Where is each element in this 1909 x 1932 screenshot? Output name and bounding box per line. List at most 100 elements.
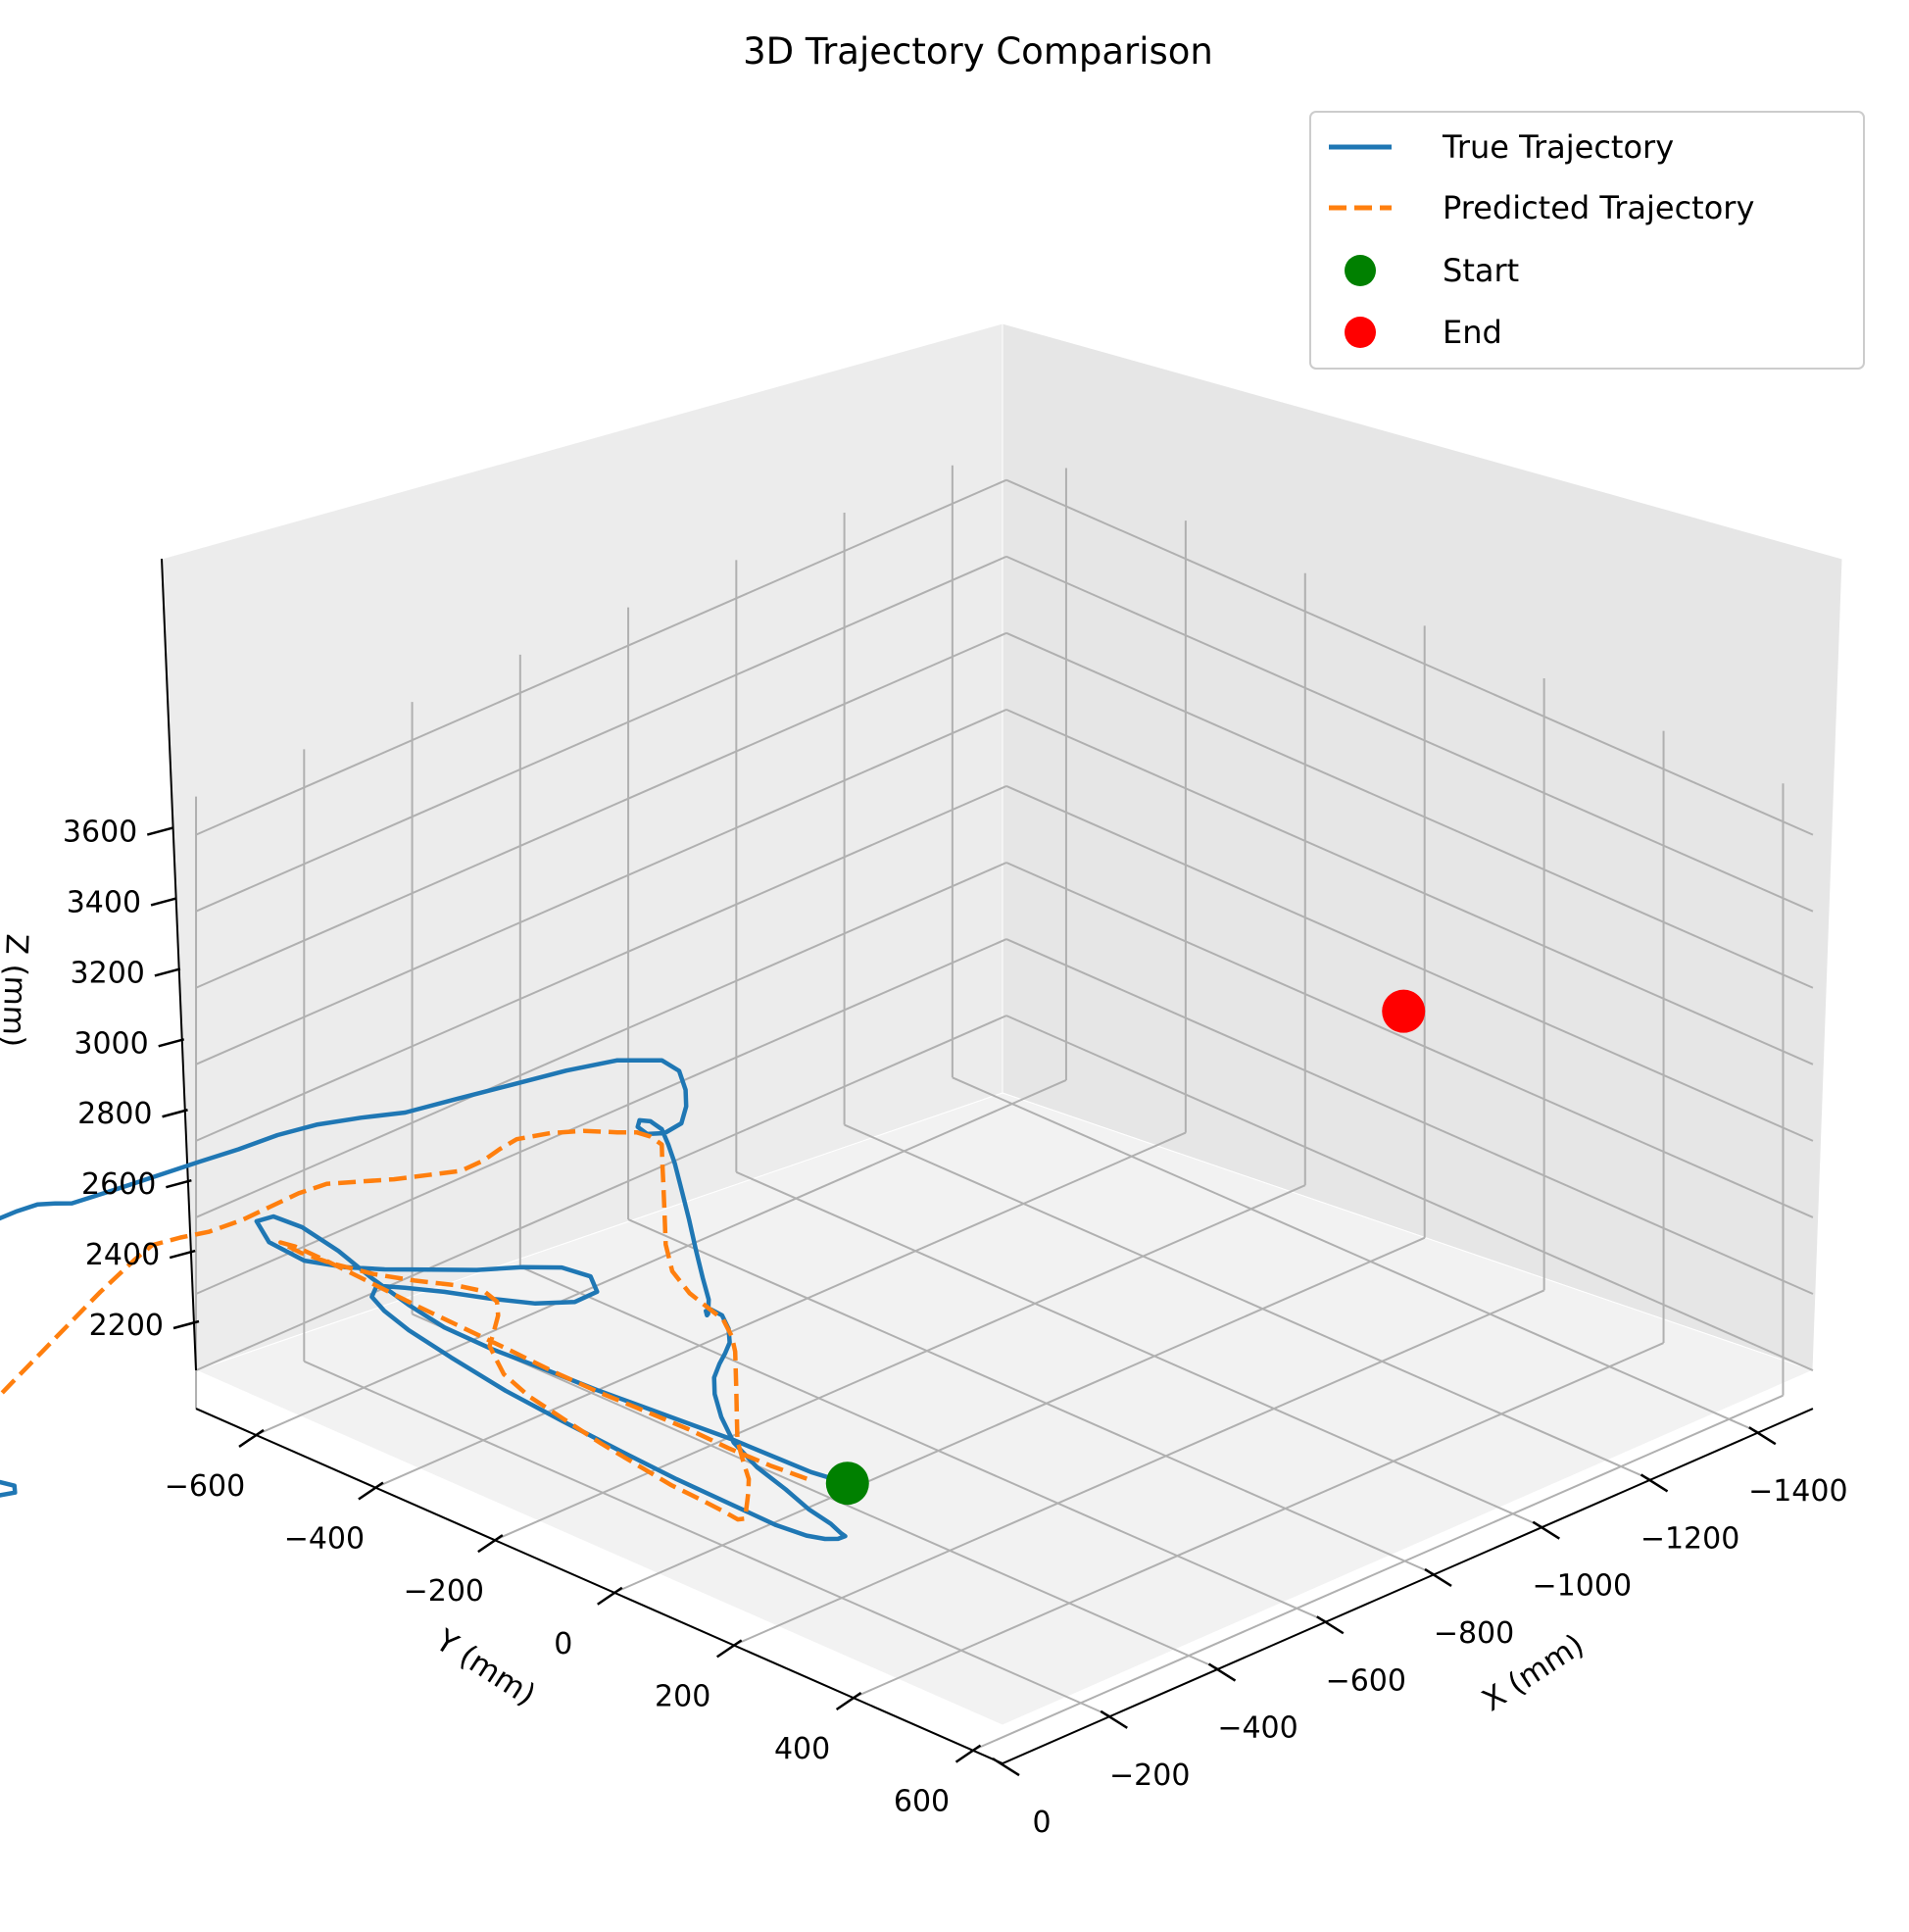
y-tick	[715, 1639, 743, 1659]
legend-frame	[1309, 111, 1865, 370]
back-gridline-z	[195, 478, 1007, 836]
legend-end-label: End	[1443, 314, 1502, 351]
z-tick-label: 3200	[71, 956, 145, 990]
legend: True Trajectory Predicted Trajectory Sta…	[1309, 111, 1865, 370]
legend-end-marker	[1345, 317, 1376, 348]
z-axis-line	[161, 558, 197, 1371]
x-tick-label: −400	[1217, 1711, 1297, 1746]
end-marker	[1382, 989, 1426, 1033]
floor-gridline-x	[627, 1218, 1436, 1575]
floor-pane	[194, 1092, 1815, 1726]
y-tick	[954, 1744, 982, 1763]
y-tick-label: 400	[774, 1732, 830, 1766]
x-tick-label: −1200	[1640, 1521, 1739, 1556]
floor-gridline-y	[613, 1236, 1426, 1594]
side-gridline-z	[1005, 938, 1814, 1295]
z-tick-label: 3000	[73, 1026, 148, 1061]
y-axis-label: Y (mm)	[428, 1622, 542, 1712]
z-tick-label: 2200	[89, 1309, 164, 1343]
floor-gridline-y	[972, 1394, 1784, 1752]
legend-start-label: Start	[1443, 252, 1519, 289]
z-tick	[169, 1249, 196, 1260]
x-tick-label: −800	[1434, 1616, 1514, 1651]
z-tick-label: 2600	[81, 1167, 156, 1202]
x-tick	[1748, 1426, 1777, 1446]
gridlines	[195, 465, 1814, 1764]
z-tick-label: 3600	[63, 816, 137, 850]
chart-title: 3D Trajectory Comparison	[743, 30, 1213, 73]
x-tick	[1532, 1520, 1560, 1540]
legend-pred-label: Predicted Trajectory	[1443, 189, 1754, 226]
back-gridline-z	[195, 938, 1007, 1295]
floor-gridline-y	[255, 1079, 1067, 1436]
back-gridline-z	[195, 631, 1007, 989]
x-tick	[1207, 1662, 1237, 1682]
y-tick-label: −200	[404, 1574, 484, 1609]
floor-gridline-y	[733, 1289, 1545, 1647]
x-tick-label: −600	[1326, 1663, 1406, 1698]
x-tick	[1424, 1567, 1452, 1588]
side-gridline-z	[1005, 1015, 1814, 1371]
x-tick	[1640, 1473, 1669, 1493]
z-tick	[158, 1038, 185, 1048]
floor-gridline-y	[374, 1131, 1187, 1489]
floor-gridline-y	[494, 1184, 1306, 1542]
x-tick	[992, 1757, 1020, 1777]
x-tick	[1316, 1615, 1345, 1635]
floor-gridline-x	[844, 1123, 1651, 1481]
back-gridline-z	[195, 1015, 1007, 1371]
y-tick	[238, 1428, 265, 1448]
side-gridline-z	[1005, 555, 1814, 913]
z-tick-label: 3400	[67, 885, 141, 919]
y-tick	[477, 1534, 504, 1554]
z-axis-label: Z (mm)	[0, 933, 34, 1048]
y-tick	[358, 1481, 384, 1501]
floor-gridline-x	[412, 1313, 1219, 1670]
z-tick	[166, 1178, 192, 1189]
side-gridline-z	[1005, 631, 1814, 989]
side-gridline-z	[1005, 862, 1814, 1218]
y-tick-label: 0	[554, 1627, 572, 1661]
start-marker	[825, 1461, 869, 1506]
y-axis-line	[195, 1408, 1003, 1764]
z-tick	[154, 967, 181, 977]
x-tick-label: −200	[1109, 1759, 1190, 1793]
x-tick-label: −1400	[1748, 1474, 1847, 1509]
legend-true-label: True Trajectory	[1442, 128, 1674, 166]
true-trajectory-line	[0, 1058, 851, 1542]
z-tick	[162, 1109, 188, 1118]
trajectory-traces	[0, 989, 1426, 1542]
legend-start-marker	[1345, 255, 1376, 286]
axes	[146, 558, 1814, 1777]
z-tick	[172, 1319, 200, 1330]
floor-gridline-x	[952, 1076, 1760, 1434]
side-gridline-z	[1005, 785, 1814, 1142]
y-tick	[835, 1691, 862, 1711]
back-gridline-z	[195, 708, 1007, 1065]
y-tick-label: −600	[165, 1469, 245, 1504]
y-tick-labels: −600 −400 −200 0 200 400 600	[165, 1469, 950, 1819]
floor-gridline-x	[519, 1265, 1328, 1623]
floor-gridline-x	[303, 1360, 1111, 1717]
z-tick-label: 2800	[77, 1097, 152, 1131]
back-gridline-z	[195, 785, 1007, 1142]
predicted-trajectory-line	[0, 1128, 808, 1522]
z-tick	[146, 826, 173, 836]
side-gridline-z	[1005, 708, 1814, 1065]
y-tick-label: −400	[284, 1522, 365, 1557]
y-tick-label: 200	[655, 1679, 710, 1713]
y-tick-label: 600	[894, 1785, 950, 1819]
z-tick-label: 2400	[85, 1238, 160, 1272]
z-tick-labels: 2200 2400 2600 2800 3000 3200 3400 3600	[63, 816, 164, 1343]
y-tick	[597, 1586, 623, 1606]
x-tick-label: 0	[1032, 1806, 1051, 1840]
z-tick	[150, 897, 177, 907]
x-tick-labels: 0 −200 −400 −600 −800 −1000−1200 −1400	[1032, 1474, 1847, 1840]
back-gridline-z	[195, 862, 1007, 1218]
floor-gridline-x	[735, 1170, 1543, 1528]
floor-gridline-y	[853, 1342, 1664, 1699]
side-gridline-z	[1005, 478, 1814, 836]
back-gridline-z	[195, 555, 1007, 913]
x-tick-label: −1000	[1533, 1569, 1632, 1604]
